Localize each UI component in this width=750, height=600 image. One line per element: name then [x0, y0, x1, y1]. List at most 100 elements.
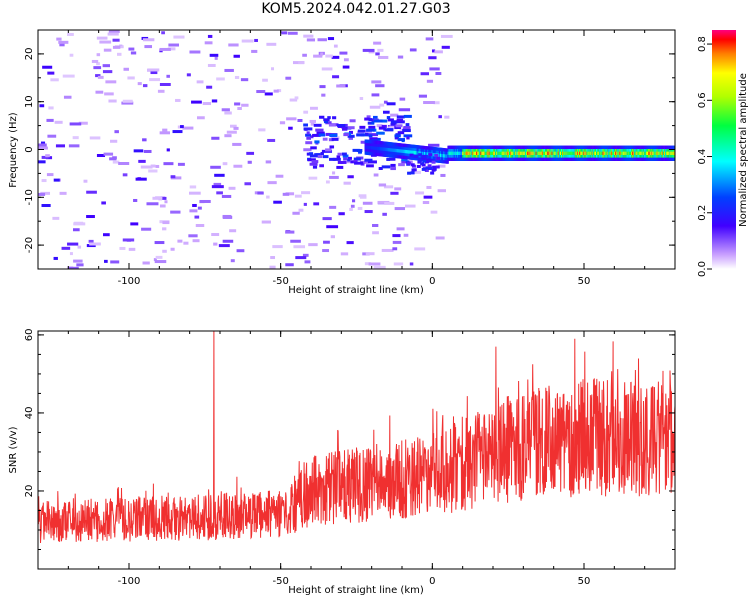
heatmap-cell — [285, 192, 295, 196]
heatmap-cell — [390, 163, 396, 167]
heatmap-cell — [364, 158, 373, 162]
heatmap-cell — [307, 158, 316, 162]
heatmap-cell — [336, 165, 344, 169]
heatmap-cell — [312, 133, 321, 137]
heatmap-cell — [38, 160, 46, 164]
heatmap-cell — [275, 174, 284, 178]
heatmap-cell — [325, 54, 333, 58]
heatmap-cell — [314, 140, 320, 144]
heatmap-cell — [298, 208, 304, 212]
heatmap-cell — [390, 167, 396, 171]
heatmap-cell — [192, 239, 200, 243]
heatmap-cell — [45, 156, 53, 160]
heatmap-cell — [426, 185, 432, 189]
heatmap-cell — [273, 89, 279, 93]
heatmap-cell — [161, 31, 165, 35]
heatmap-cell — [303, 202, 307, 206]
heatmap-cell — [392, 240, 402, 244]
heatmap-cell — [159, 204, 166, 208]
heatmap-cell — [170, 176, 182, 180]
heatmap-cell — [226, 130, 237, 134]
heatmap-cell — [96, 53, 101, 57]
heatmap-cell — [432, 165, 437, 169]
heatmap-cell — [362, 48, 375, 52]
heatmap-cell — [159, 131, 171, 135]
heatmap-cell — [122, 238, 135, 242]
heatmap-cell — [403, 134, 413, 138]
heatmap-cell — [128, 47, 135, 51]
heatmap-cell — [206, 85, 213, 89]
heatmap-cell — [166, 74, 170, 78]
heatmap-cell — [155, 164, 160, 168]
heatmap-cell — [406, 161, 411, 165]
heatmap-cell — [329, 145, 335, 149]
x-tick-label: 0 — [429, 576, 435, 587]
snr-panel: -100 -50 0 50 20 40 60 Height of straight line… — [8, 329, 676, 596]
heatmap-cell — [317, 38, 327, 42]
heatmap-cell — [305, 133, 312, 137]
heatmap-cell — [321, 67, 333, 71]
heatmap-cell — [383, 185, 394, 189]
heatmap-cell — [122, 173, 128, 177]
heatmap-cell — [354, 161, 364, 165]
x-tick-label: 50 — [578, 276, 591, 287]
heatmap-cell — [376, 131, 385, 135]
heatmap-cell — [327, 37, 335, 41]
heatmap-cell — [428, 153, 433, 157]
heatmap-cell — [364, 132, 369, 136]
heatmap-cell — [188, 234, 198, 238]
heatmap-cell — [378, 126, 386, 130]
heatmap-cell — [308, 176, 318, 180]
heatmap-cell — [285, 230, 295, 234]
heatmap-cell — [150, 164, 156, 168]
heatmap-cell — [183, 241, 189, 245]
heatmap-cell — [256, 90, 266, 94]
heatmap-cell — [423, 195, 433, 199]
heatmap-cell — [104, 259, 108, 263]
heatmap-cell — [194, 215, 200, 219]
heatmap-cell — [228, 43, 239, 47]
heatmap-cell — [101, 201, 106, 205]
heatmap-cell — [192, 203, 197, 207]
heatmap-cell — [233, 126, 239, 130]
heatmap-cell — [397, 55, 404, 59]
heatmap-cell — [103, 152, 114, 156]
heatmap-cell — [177, 162, 185, 166]
heatmap-cell — [222, 214, 232, 218]
heatmap-cell — [281, 31, 288, 35]
heatmap-cell — [140, 165, 153, 169]
heatmap-cell — [352, 148, 360, 152]
heatmap-cell — [133, 149, 144, 153]
heatmap-cell — [119, 246, 126, 250]
heatmap-cell — [318, 133, 326, 137]
heatmap-cell — [202, 102, 212, 106]
heatmap-cell — [325, 180, 330, 184]
heatmap-cell — [254, 38, 258, 42]
heatmap-cell — [418, 94, 427, 98]
heatmap-cell — [399, 97, 406, 101]
heatmap-cell — [96, 154, 106, 158]
heatmap-cell — [319, 164, 324, 168]
snr-frame — [37, 330, 676, 570]
colorbar-tick-label: 0.4 — [697, 149, 708, 165]
heatmap-cell — [236, 249, 245, 253]
heatmap-cell — [107, 32, 119, 36]
heatmap-cell — [247, 160, 252, 164]
x-tick-label: -100 — [118, 576, 141, 587]
heatmap-cell — [333, 44, 338, 48]
heatmap-cell — [298, 61, 305, 65]
heatmap-cell — [40, 141, 46, 145]
heatmap-cell — [301, 191, 311, 195]
heatmap-cell — [394, 207, 406, 211]
heatmap-cell — [67, 242, 79, 246]
heatmap-cell — [348, 136, 353, 140]
heatmap-cell — [436, 156, 441, 160]
heatmap-cell — [410, 171, 415, 175]
heatmap-cell — [375, 52, 380, 56]
heatmap-cell — [381, 119, 388, 123]
heatmap-cell — [47, 71, 55, 75]
heatmap-cell — [377, 200, 390, 204]
heatmap-cell — [322, 137, 328, 141]
